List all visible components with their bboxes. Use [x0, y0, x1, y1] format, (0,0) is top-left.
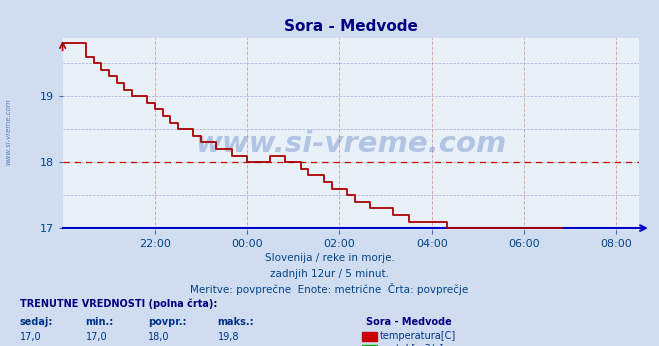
Text: 18,0: 18,0	[148, 332, 170, 342]
Title: Sora - Medvode: Sora - Medvode	[284, 19, 418, 34]
Text: 17,0: 17,0	[20, 332, 42, 342]
Text: -nan: -nan	[217, 345, 239, 346]
Text: maks.:: maks.:	[217, 317, 254, 327]
Text: -nan: -nan	[148, 345, 170, 346]
Text: Slovenija / reke in morje.: Slovenija / reke in morje.	[264, 253, 395, 263]
Text: 19,8: 19,8	[217, 332, 239, 342]
Text: sedaj:: sedaj:	[20, 317, 53, 327]
Text: Meritve: povprečne  Enote: metrične  Črta: povprečje: Meritve: povprečne Enote: metrične Črta:…	[190, 283, 469, 295]
Text: pretok[m3/s]: pretok[m3/s]	[380, 344, 444, 346]
Text: Sora - Medvode: Sora - Medvode	[366, 317, 451, 327]
Text: zadnjih 12ur / 5 minut.: zadnjih 12ur / 5 minut.	[270, 270, 389, 280]
Text: -nan: -nan	[20, 345, 42, 346]
Text: -nan: -nan	[86, 345, 107, 346]
Text: 17,0: 17,0	[86, 332, 107, 342]
Text: min.:: min.:	[86, 317, 114, 327]
Text: temperatura[C]: temperatura[C]	[380, 331, 457, 341]
Text: TRENUTNE VREDNOSTI (polna črta):: TRENUTNE VREDNOSTI (polna črta):	[20, 299, 217, 309]
Text: www.si-vreme.com: www.si-vreme.com	[5, 98, 11, 165]
Text: povpr.:: povpr.:	[148, 317, 186, 327]
Text: www.si-vreme.com: www.si-vreme.com	[195, 130, 507, 158]
